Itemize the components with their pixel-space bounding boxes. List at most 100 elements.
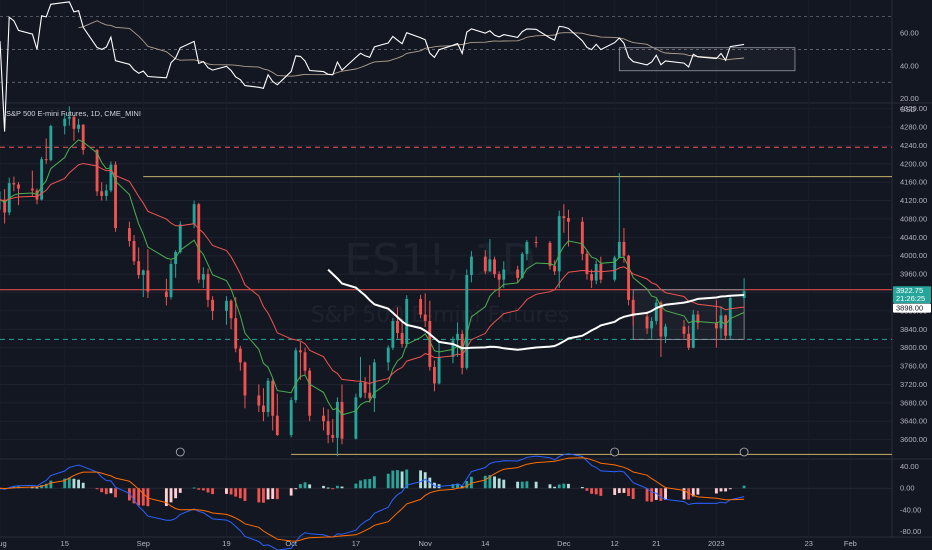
candle[interactable] <box>206 268 210 308</box>
candle[interactable] <box>77 118 81 133</box>
candle[interactable] <box>465 269 469 370</box>
candle[interactable] <box>433 360 436 392</box>
candle[interactable] <box>687 325 691 350</box>
candle[interactable] <box>164 278 168 306</box>
signal-line[interactable] <box>0 457 745 542</box>
candle[interactable] <box>627 254 630 306</box>
candle[interactable] <box>294 347 298 403</box>
candle[interactable] <box>553 260 557 276</box>
candle[interactable] <box>95 149 99 196</box>
candle[interactable] <box>266 378 270 417</box>
candle[interactable] <box>100 182 104 201</box>
rsi-pane[interactable] <box>0 1 892 132</box>
candle[interactable] <box>229 299 233 330</box>
candle[interactable] <box>354 393 358 440</box>
candle[interactable] <box>659 300 663 357</box>
candle[interactable] <box>114 161 117 232</box>
candle[interactable] <box>654 298 658 325</box>
candle[interactable] <box>303 347 307 376</box>
ma-line-ema-8[interactable] <box>0 139 745 416</box>
candle[interactable] <box>714 299 718 348</box>
candle[interactable] <box>72 115 76 141</box>
candle[interactable] <box>728 294 732 340</box>
candle[interactable] <box>243 361 247 409</box>
candle[interactable] <box>49 124 53 162</box>
candle[interactable] <box>590 269 594 288</box>
candle[interactable] <box>696 310 700 330</box>
candle[interactable] <box>423 293 427 327</box>
rsi-line[interactable] <box>0 1 745 132</box>
candle[interactable] <box>211 296 215 321</box>
candle[interactable] <box>562 204 566 233</box>
candle[interactable] <box>488 239 492 272</box>
candle[interactable] <box>132 235 136 265</box>
candle[interactable] <box>594 260 598 285</box>
candle[interactable] <box>516 265 520 283</box>
candle[interactable] <box>335 397 339 457</box>
candle[interactable] <box>483 250 487 275</box>
rsi-box[interactable] <box>618 47 796 72</box>
candle[interactable] <box>645 311 649 334</box>
candle[interactable] <box>419 294 423 319</box>
candle[interactable] <box>557 210 561 288</box>
candle[interactable] <box>271 378 275 431</box>
candle[interactable] <box>502 261 506 288</box>
candle[interactable] <box>724 314 728 341</box>
rsi-ma-line[interactable] <box>78 20 745 77</box>
candle[interactable] <box>289 397 293 438</box>
candle[interactable] <box>67 106 71 126</box>
candle[interactable] <box>238 345 242 371</box>
candle[interactable] <box>234 297 238 353</box>
candle[interactable] <box>197 202 201 284</box>
candle[interactable] <box>386 345 390 371</box>
candle[interactable] <box>3 189 7 224</box>
candle[interactable] <box>650 317 654 339</box>
candle[interactable] <box>396 307 399 339</box>
event-marker-icon[interactable] <box>175 447 185 457</box>
candle[interactable] <box>275 393 279 436</box>
candle[interactable] <box>400 319 404 348</box>
macd-pane[interactable] <box>0 453 892 550</box>
candle[interactable] <box>322 407 325 431</box>
candle[interactable] <box>520 252 524 279</box>
candle[interactable] <box>580 217 584 261</box>
ma-line-ema-21[interactable] <box>0 162 745 385</box>
candle[interactable] <box>631 296 635 326</box>
candle[interactable] <box>127 221 131 247</box>
candle[interactable] <box>405 295 409 348</box>
candle[interactable] <box>308 367 312 422</box>
candle[interactable] <box>326 409 330 444</box>
candle[interactable] <box>363 377 367 399</box>
candle[interactable] <box>664 323 667 344</box>
candle[interactable] <box>359 356 362 399</box>
event-marker-icon[interactable] <box>610 447 620 457</box>
candle[interactable] <box>617 172 621 258</box>
candle[interactable] <box>525 240 529 261</box>
candle[interactable] <box>682 320 686 339</box>
candle[interactable] <box>391 318 395 350</box>
candle[interactable] <box>137 247 141 279</box>
event-marker-icon[interactable] <box>739 447 749 457</box>
candle[interactable] <box>298 342 302 380</box>
candle[interactable] <box>44 138 48 164</box>
candle[interactable] <box>585 250 589 280</box>
candle[interactable] <box>742 278 746 302</box>
candle[interactable] <box>257 384 261 413</box>
candle[interactable] <box>613 255 617 282</box>
candle[interactable] <box>428 300 432 371</box>
candle[interactable] <box>12 176 16 192</box>
candle[interactable] <box>437 340 441 385</box>
candle[interactable] <box>451 336 455 364</box>
candles[interactable] <box>0 106 746 457</box>
candle[interactable] <box>262 388 265 422</box>
candle[interactable] <box>141 269 145 298</box>
candle[interactable] <box>225 296 228 325</box>
candle[interactable] <box>534 236 538 248</box>
candle[interactable] <box>178 221 182 254</box>
candle[interactable] <box>691 309 695 349</box>
candle[interactable] <box>7 177 11 216</box>
candle[interactable] <box>30 170 34 196</box>
candle[interactable] <box>719 306 723 339</box>
candle[interactable] <box>456 322 459 357</box>
